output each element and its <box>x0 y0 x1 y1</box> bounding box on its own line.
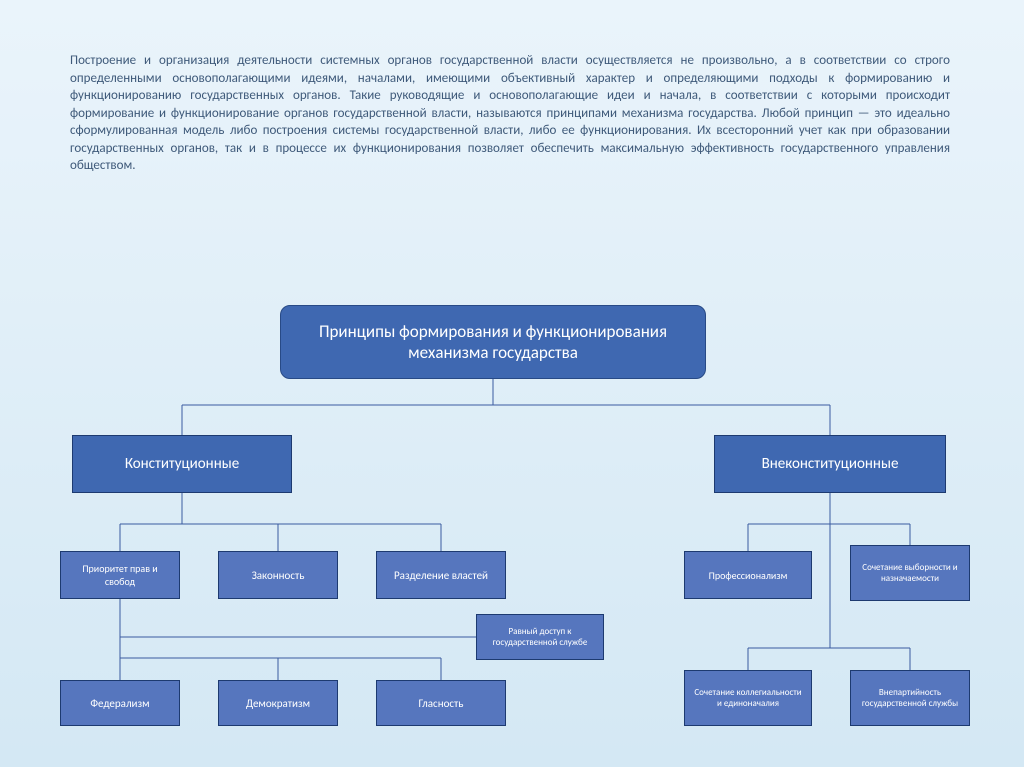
intro-paragraph: Построение и организация деятельности си… <box>70 52 950 175</box>
node-const: Конституционные <box>72 435 292 493</box>
node-c4: Равный доступ к государственной службе <box>476 614 604 660</box>
intro-text: Построение и организация деятельности си… <box>70 53 950 173</box>
node-c6: Демократизм <box>218 680 338 726</box>
node-c7: Гласность <box>376 680 506 726</box>
node-c5: Федерализм <box>60 680 180 726</box>
node-nonconst: Внеконституционные <box>714 435 946 493</box>
node-root: Принципы формирования и функционирования… <box>280 305 706 379</box>
node-n2: Сочетание выборности и назначаемости <box>850 545 970 601</box>
node-c2: Законность <box>218 551 338 599</box>
node-n1: Профессионализм <box>684 551 812 599</box>
node-c3: Разделение властей <box>376 551 506 599</box>
node-c1: Приоритет прав и свобод <box>60 551 180 599</box>
node-n4: Внепартийность государственной службы <box>850 670 970 726</box>
node-n3: Сочетание коллегиальности и единоначалия <box>684 670 812 726</box>
